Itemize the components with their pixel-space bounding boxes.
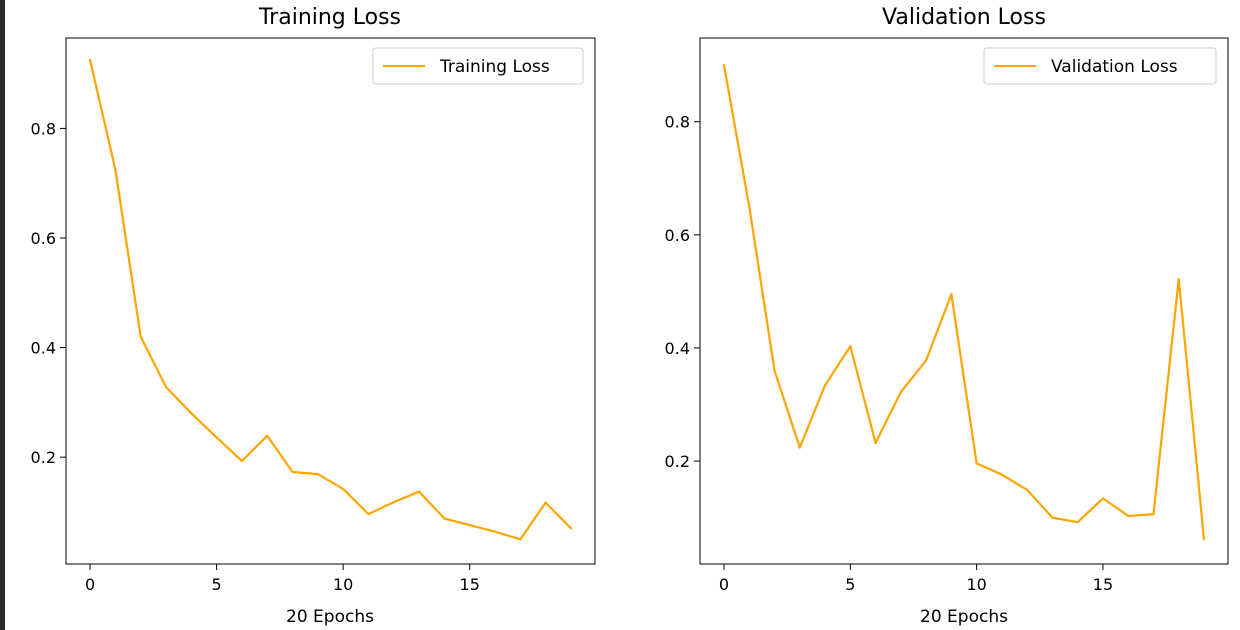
data-point (849, 345, 852, 348)
y-tick-label: 0.4 (665, 339, 690, 358)
series-line (88, 59, 572, 541)
data-point (823, 384, 827, 387)
data-point (240, 459, 244, 463)
legend-label: Training Loss (439, 57, 550, 77)
data-point (544, 501, 547, 504)
data-point (1101, 497, 1105, 500)
data-point (798, 446, 801, 449)
data-point (722, 64, 726, 67)
plot-frame (699, 37, 1229, 565)
data-point (342, 487, 345, 491)
plot-frame (65, 37, 596, 565)
y-tick-label: 0.2 (31, 448, 56, 467)
y-tick-label: 0.6 (31, 229, 56, 248)
x-axis-label: 20 Epochs (920, 607, 1008, 627)
legend: Validation Loss (983, 47, 1217, 85)
x-tick-label: 15 (1093, 575, 1113, 594)
y-tick-label: 0.4 (31, 339, 56, 358)
data-point (1202, 538, 1206, 541)
y-tick-label: 0.8 (31, 119, 56, 138)
y-tick-label: 0.6 (665, 226, 690, 245)
data-point (215, 436, 218, 439)
chart-title: Training Loss (258, 5, 401, 30)
data-point (925, 359, 928, 362)
data-point (1076, 521, 1079, 524)
x-tick-label: 0 (719, 575, 729, 594)
data-point (190, 412, 193, 415)
data-point (1177, 277, 1180, 281)
data-point (1127, 514, 1130, 518)
data-point (975, 462, 978, 465)
window-edge (0, 0, 5, 630)
legend: Training Loss (372, 47, 584, 85)
data-point (899, 390, 902, 394)
x-tick-label: 0 (85, 575, 95, 594)
x-tick-label: 5 (845, 575, 855, 594)
validation-loss-chart: Validation Loss 20 Epochs 0 5 10 15 0.2 0.4 0.… (665, 5, 1229, 627)
x-tick-label: 10 (333, 575, 353, 594)
data-point (1152, 513, 1155, 516)
data-point (519, 538, 522, 541)
data-point (748, 205, 751, 208)
data-point (468, 523, 471, 527)
data-point (316, 473, 319, 476)
x-tick-label: 5 (212, 575, 222, 594)
data-point (291, 470, 294, 474)
data-point (773, 369, 776, 372)
x-axis-label: 20 Epochs (286, 607, 374, 627)
data-point (950, 293, 953, 296)
data-point (139, 335, 142, 338)
data-point (1000, 473, 1003, 476)
y-tick-label: 0.8 (665, 113, 690, 132)
data-point (88, 58, 92, 62)
x-tick-label: 10 (966, 575, 986, 594)
data-point (266, 434, 269, 437)
legend-label: Validation Loss (1051, 57, 1178, 77)
training-loss-chart: Training Loss 20 Epochs 0 5 10 15 0.2 0.4 0.6 0… (31, 5, 596, 627)
data-point (417, 490, 421, 493)
series-line (722, 64, 1206, 540)
y-tick-label: 0.2 (665, 452, 690, 471)
data-point (114, 168, 117, 171)
data-point (874, 441, 877, 445)
chart-title: Validation Loss (882, 5, 1046, 30)
data-point (443, 517, 446, 520)
legend-box (372, 47, 584, 85)
x-tick-label: 15 (460, 575, 480, 594)
data-point (1051, 516, 1054, 519)
legend-box (983, 47, 1217, 85)
data-point (164, 385, 168, 389)
data-point (1026, 488, 1029, 492)
data-point (392, 500, 395, 504)
data-point (493, 530, 497, 533)
data-point (569, 527, 573, 530)
data-point (367, 513, 370, 516)
